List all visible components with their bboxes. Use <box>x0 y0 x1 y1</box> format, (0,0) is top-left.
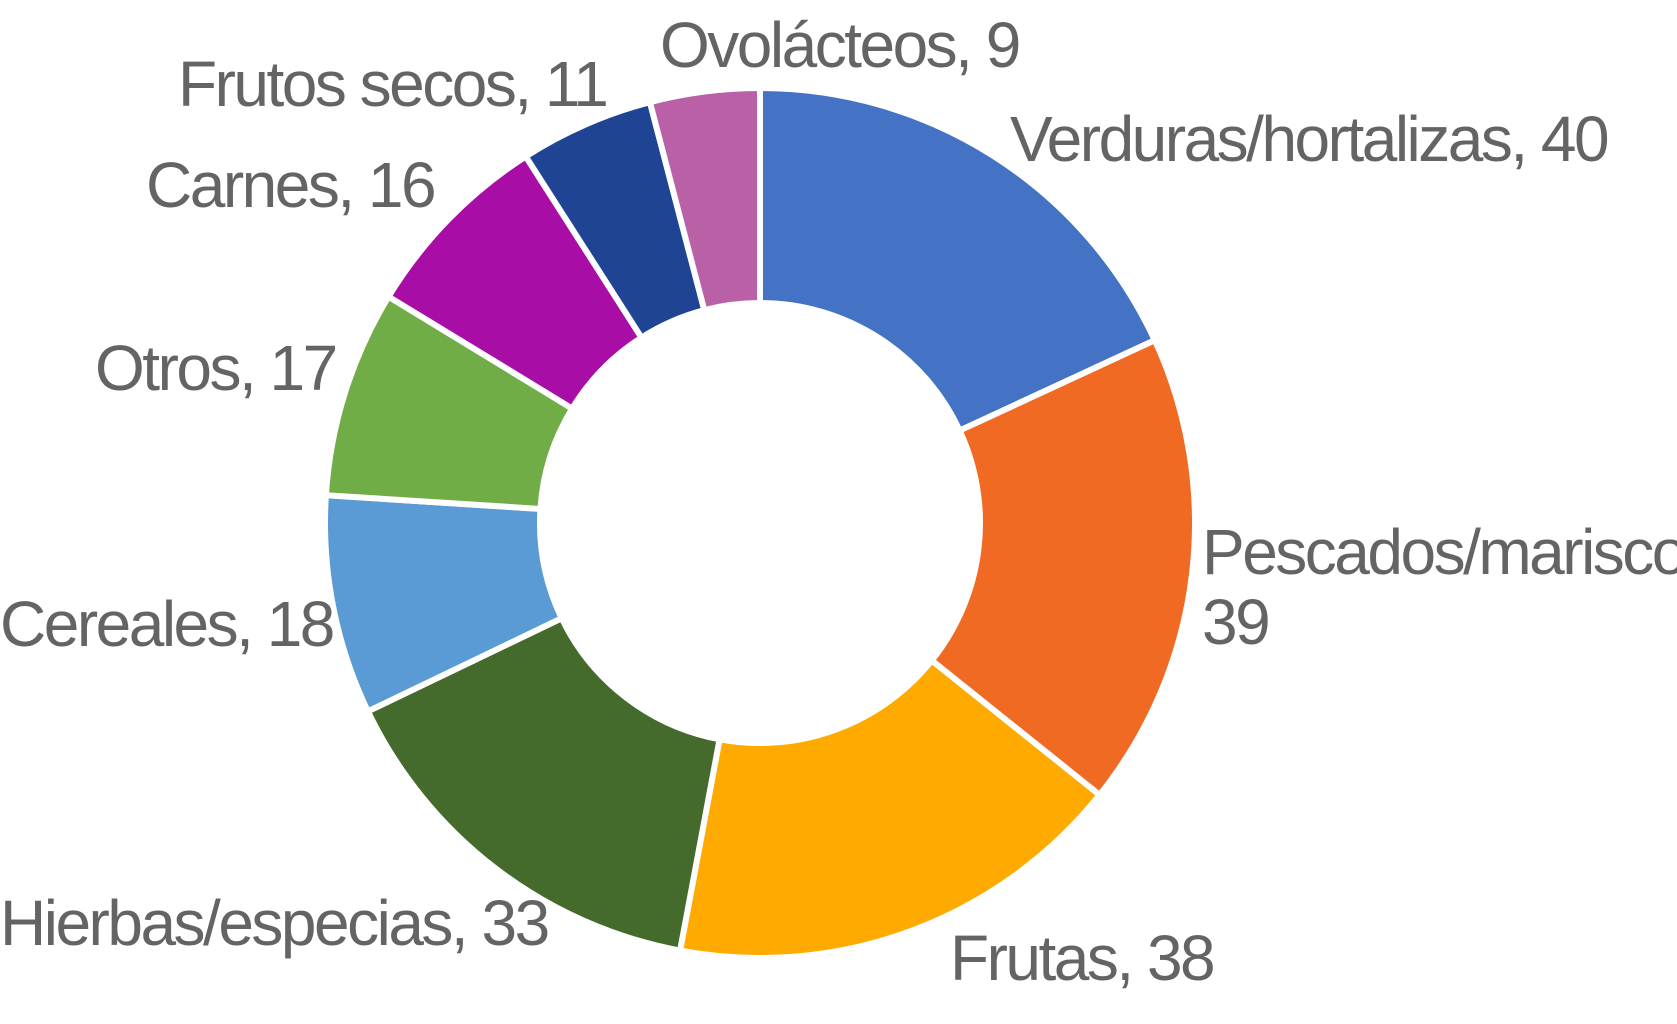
data-label-carnes: Carnes, 16 <box>146 149 434 221</box>
slice-hierbas-especias <box>363 614 724 955</box>
donut-slices <box>322 84 1199 961</box>
slice-ovolacteos <box>646 84 763 314</box>
data-label-frutas: Frutas, 38 <box>950 922 1213 994</box>
data-label-otros: Otros, 17 <box>95 332 336 404</box>
slice-verduras-hortalizas <box>757 84 1159 435</box>
slice-frutas <box>676 656 1104 961</box>
data-label-frutos-secos: Frutos secos, 11 <box>178 48 606 120</box>
data-label-hierbas-especias: Hierbas/especias, 33 <box>0 887 548 959</box>
data-label-ovolacteos: Ovolácteos, 9 <box>660 9 1019 81</box>
data-labels: Verduras/hortalizas, 40 Pescados/mariscos… <box>0 9 1677 994</box>
data-label-pescados-mariscos: Pescados/mariscos, 39 <box>1202 516 1677 658</box>
slice-pescados-mariscos <box>927 336 1199 800</box>
data-label-verduras-hortalizas: Verduras/hortalizas, 40 <box>1010 103 1608 175</box>
data-label-cereales: Cereales, 18 <box>0 588 333 660</box>
